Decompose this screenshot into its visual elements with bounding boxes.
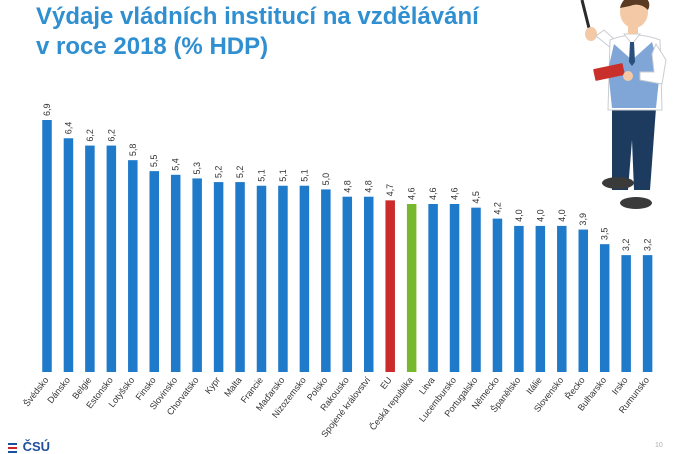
neck (628, 24, 638, 34)
value-label: 6,9 (42, 103, 52, 116)
face (620, 0, 648, 28)
bar (578, 229, 588, 372)
tie (629, 42, 635, 66)
bar (364, 196, 374, 372)
value-label: 3,9 (578, 213, 588, 226)
value-label: 3,2 (621, 239, 631, 252)
value-label: 5,5 (149, 155, 159, 168)
left-hand (585, 27, 597, 41)
value-label: 4,0 (535, 209, 545, 222)
bar (192, 178, 202, 372)
value-label: 5,3 (192, 162, 202, 175)
bar (621, 255, 631, 372)
bar (235, 182, 245, 372)
bar (557, 225, 567, 372)
bar (449, 204, 460, 372)
value-label: 4,8 (342, 180, 352, 193)
bar (106, 145, 117, 372)
bar (85, 145, 95, 372)
bar (471, 207, 481, 372)
bar (278, 185, 288, 372)
value-label: 6,2 (85, 129, 95, 142)
value-label: 5,2 (214, 166, 224, 179)
csu-logo: ČSÚ (8, 439, 51, 454)
right-arm (639, 42, 667, 85)
value-label: 5,0 (321, 173, 331, 186)
bar (406, 204, 417, 372)
value-label: 4,6 (428, 187, 438, 200)
red-book (593, 63, 625, 81)
right-shoe (620, 197, 652, 209)
value-label: 4,0 (557, 209, 567, 222)
pointer-stick (580, 0, 592, 33)
bar (128, 160, 138, 372)
value-label: 3,2 (643, 239, 653, 252)
value-label: 5,1 (278, 169, 288, 182)
logo-text: ČSÚ (22, 439, 51, 454)
sweater-vest (608, 42, 660, 108)
bar (385, 200, 395, 372)
value-labels: 6,9 6,4 6,2 6,2 5,8 5,5 5,4 5,3 5,2 5,2 5,1 5,1 5,1 5… (42, 103, 653, 251)
value-label: 5,4 (171, 158, 181, 171)
bar (63, 138, 74, 372)
hair (620, 0, 650, 10)
bar (514, 225, 524, 372)
chart-title: Výdaje vládních institucí na vzdělávání … (36, 2, 479, 62)
value-label: 4,0 (514, 209, 524, 222)
right-hand (623, 71, 633, 81)
bar (599, 244, 610, 372)
value-label: 5,1 (257, 169, 267, 182)
value-label: 5,8 (128, 144, 138, 157)
bar (213, 182, 224, 372)
bar (428, 204, 438, 372)
value-label: 4,6 (407, 187, 417, 200)
bar (321, 189, 331, 372)
chart-title-line-2: v roce 2018 (% HDP) (36, 33, 269, 60)
value-label: 3,5 (600, 228, 610, 241)
left-shoe (602, 177, 634, 189)
value-label: 4,2 (492, 202, 502, 215)
chart-title-line-1: Výdaje vládních institucí na vzdělávání (36, 3, 479, 30)
value-label: 5,1 (299, 169, 309, 182)
bar (535, 225, 546, 372)
bar (492, 218, 503, 372)
value-label: 6,2 (106, 129, 116, 142)
value-label: 4,5 (471, 191, 481, 204)
value-label: 4,8 (364, 180, 374, 193)
bar (642, 255, 653, 372)
bar (256, 185, 267, 372)
value-label: 4,7 (385, 184, 395, 197)
bar (42, 120, 52, 372)
bar (299, 185, 310, 372)
trousers (612, 108, 656, 190)
bar (170, 174, 181, 372)
bar (342, 196, 353, 372)
bar (149, 171, 159, 372)
value-label: 5,2 (235, 166, 245, 179)
bars (42, 120, 653, 372)
value-label: 6,4 (63, 122, 73, 135)
value-label: 4,6 (450, 187, 460, 200)
page-number: 10 (655, 442, 663, 449)
logo-bars-icon (8, 441, 17, 453)
